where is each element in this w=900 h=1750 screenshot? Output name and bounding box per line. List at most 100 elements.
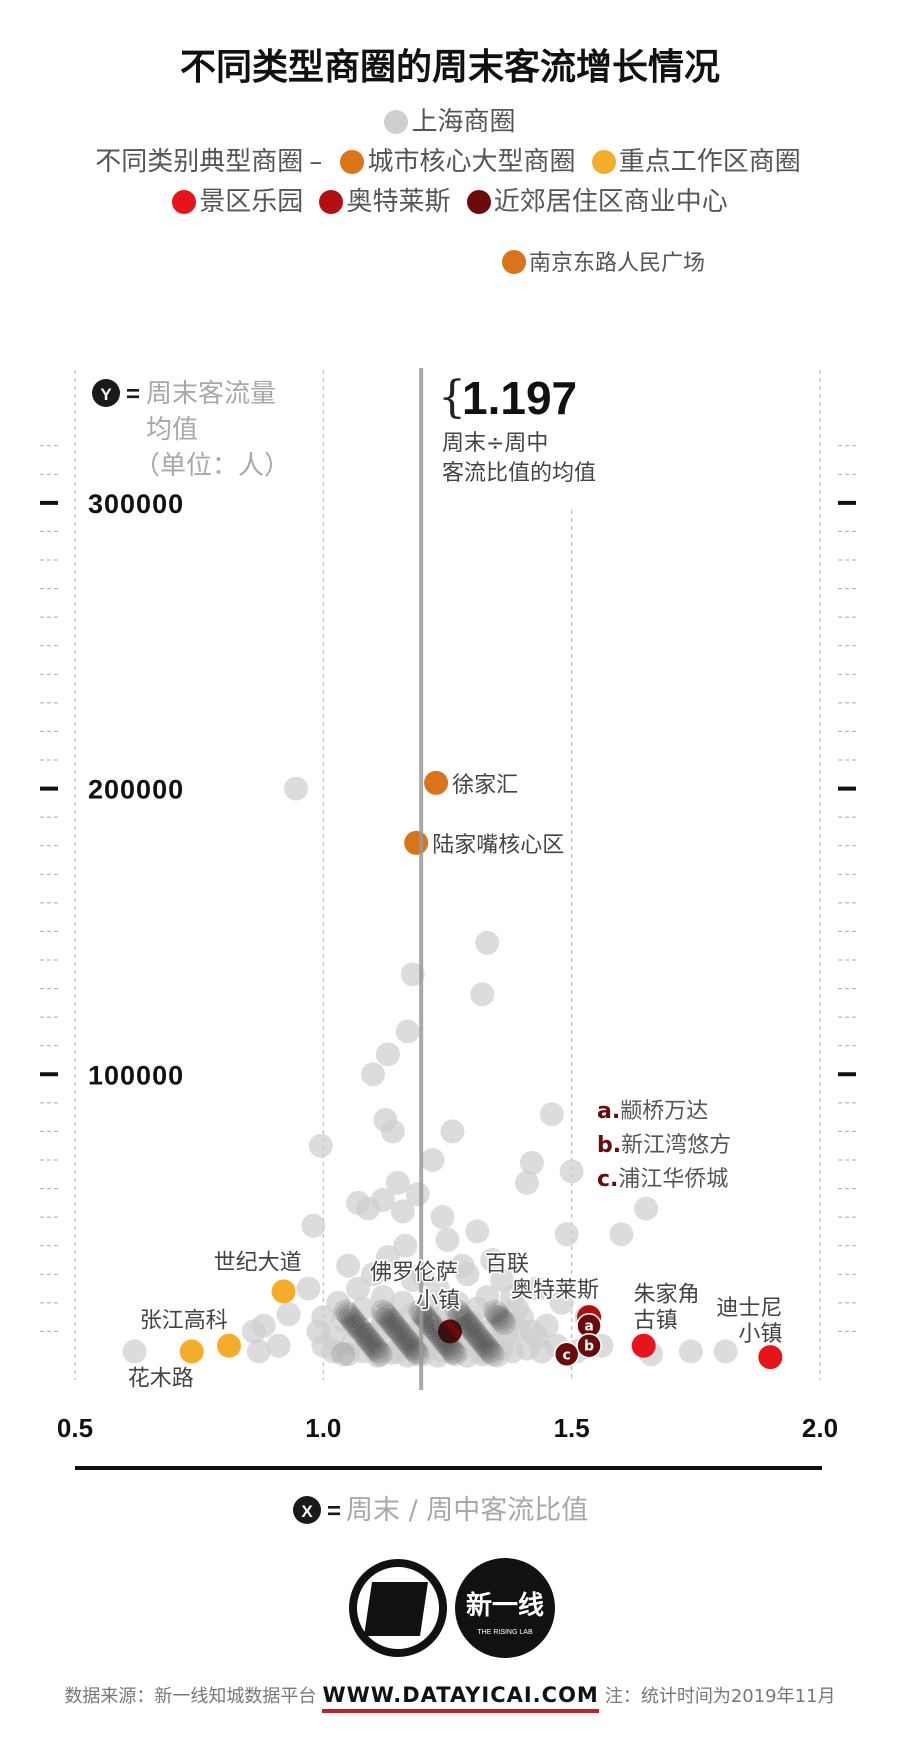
legend-dot-scenic — [172, 190, 197, 214]
data-point-shanghai-dense — [391, 1325, 416, 1350]
data-point-shanghai — [400, 962, 425, 987]
data-point-shanghai — [425, 1276, 450, 1301]
legend-label-outlet: 奥特莱斯 — [346, 187, 451, 217]
data-point-shanghai — [435, 1228, 460, 1252]
data-point-shanghai-dense — [464, 1322, 489, 1347]
data-point-shanghai-dense — [426, 1322, 451, 1347]
data-point-shanghai-dense — [412, 1305, 437, 1330]
rising-lab-logo-circle — [455, 1558, 555, 1658]
data-point-shanghai — [519, 1319, 544, 1344]
mean-note-line2: 客流比值的均值 — [442, 461, 596, 486]
data-point-shanghai-dense — [471, 1330, 496, 1355]
data-point-shanghai-dense — [440, 1339, 465, 1364]
rising-lab-logo: 新一线 THE RISING LAB — [455, 1558, 555, 1658]
data-point-shanghai-dense — [480, 1342, 505, 1367]
legend-dot-core — [340, 150, 365, 174]
data-point-shanghai-dense — [478, 1339, 503, 1364]
chart-grid — [74, 370, 821, 1380]
point-label: 徐家汇 — [452, 773, 518, 798]
abc-badge-label-c: c — [563, 1347, 571, 1363]
data-point-shanghai-dense — [485, 1302, 510, 1327]
footer-site-link[interactable]: WWW.DATAYICAI.COM — [322, 1683, 599, 1713]
yicai-logo-mark — [364, 1582, 428, 1636]
data-point-shanghai — [251, 1313, 276, 1338]
y-axis-ticks: 100000 200000 300000 — [40, 445, 856, 1332]
data-point-shanghai-dense — [438, 1336, 463, 1361]
data-point-typical — [437, 1319, 462, 1344]
data-point-shanghai-dense — [431, 1328, 456, 1352]
legend-label-suburb: 近郊居住区商业中心 — [493, 187, 728, 217]
yicai-logo — [349, 1559, 447, 1657]
data-point-shanghai-dense — [335, 1302, 360, 1327]
legend-row-categories: 不同类别典型商圈 – 城市核心大型商圈 重点工作区商圈 — [0, 145, 900, 179]
y-badge-eq: = — [126, 381, 140, 408]
abc-note-a: a.颛桥万达 — [597, 1099, 708, 1124]
data-point-shanghai-dense — [331, 1342, 356, 1367]
legend-item-scenic: 景区乐园 — [172, 185, 303, 219]
x-axis: 0.5 1.0 1.5 2.0 — [57, 1413, 838, 1470]
y-label-line1: 周末客流量 — [146, 379, 276, 409]
data-point-shanghai-dense — [459, 1316, 484, 1341]
data-point-shanghai-dense — [338, 1305, 363, 1330]
abc-badge-label-b: b — [584, 1339, 594, 1355]
data-point-shanghai-dense — [352, 1322, 377, 1347]
y-axis-label-block: Y = 周末客流量 均值 （单位：人） — [92, 379, 290, 481]
data-point-shanghai — [440, 1119, 465, 1144]
data-point-shanghai — [519, 1150, 544, 1175]
data-point-shanghai-dense — [370, 1299, 395, 1324]
legend-dot-work — [591, 150, 616, 174]
data-point-shanghai — [524, 1276, 549, 1301]
point-label: 朱家角 — [634, 1283, 700, 1308]
data-point-shanghai-dense — [417, 1310, 442, 1335]
data-point-shanghai-dense — [443, 1342, 468, 1367]
data-point-shanghai-dense — [396, 1330, 421, 1355]
data-point-shanghai — [405, 1182, 430, 1207]
mean-brace: { — [438, 372, 466, 423]
y-label-line3: （单位：人） — [134, 451, 290, 481]
data-point-shanghai — [122, 1339, 147, 1364]
mean-value: 1.197 — [462, 372, 577, 424]
data-point-shanghai — [549, 1290, 574, 1315]
data-point-shanghai — [430, 1205, 455, 1230]
data-point-shanghai — [430, 1296, 455, 1321]
data-point-shanghai — [266, 1333, 291, 1358]
point-label: 张江高科 — [140, 1308, 228, 1333]
abc-note-a-letter: a. — [597, 1099, 620, 1124]
abc-badge-c — [553, 1341, 580, 1368]
y-badge-circle — [92, 379, 120, 407]
data-point-shanghai-dense — [375, 1305, 400, 1330]
data-point-shanghai-dense — [398, 1333, 423, 1358]
point-label: 百联 — [485, 1252, 529, 1277]
scatter-points: abc — [122, 770, 783, 1370]
data-point-shanghai-dense — [482, 1299, 507, 1324]
abc-badge-label-a: a — [584, 1319, 593, 1335]
data-point-shanghai — [346, 1276, 371, 1301]
mean-annotation: { 1.197 周末÷周中 客流比值的均值 — [438, 372, 596, 486]
data-point-shanghai — [375, 1245, 400, 1270]
x-axis-label: 周末 / 周中客流比值 — [346, 1495, 588, 1526]
data-point-shanghai — [284, 776, 309, 801]
mean-note-line1: 周末÷周中 — [442, 431, 548, 456]
data-point-shanghai-dense — [354, 1325, 379, 1350]
data-point-shanghai-dense — [454, 1310, 479, 1335]
data-point-shanghai — [308, 1133, 333, 1158]
data-point-shanghai — [470, 982, 495, 1007]
y-label-line2: 均值 — [146, 415, 198, 445]
footer: 数据来源：新一线知城数据平台 WWW.DATAYICAI.COM 注：统计时间为20… — [0, 1682, 900, 1713]
x-badge-circle — [293, 1496, 321, 1524]
rising-lab-logo-text: 新一线 — [466, 1590, 544, 1621]
legend-prefix: 不同类别典型商圈 — [95, 147, 304, 177]
data-point-shanghai-dense — [452, 1308, 477, 1332]
data-point-shanghai — [380, 1119, 405, 1144]
data-point-shanghai-dense — [366, 1339, 391, 1364]
data-point-shanghai — [385, 1316, 410, 1341]
data-point-shanghai-dense — [394, 1328, 419, 1352]
y-badge-letter: Y — [100, 385, 112, 404]
data-point-shanghai-dense — [487, 1305, 512, 1330]
data-point-shanghai-dense — [380, 1310, 405, 1335]
data-point-shanghai-dense — [342, 1310, 367, 1335]
data-point-shanghai-dense — [436, 1333, 461, 1358]
data-point-shanghai — [539, 1102, 564, 1127]
